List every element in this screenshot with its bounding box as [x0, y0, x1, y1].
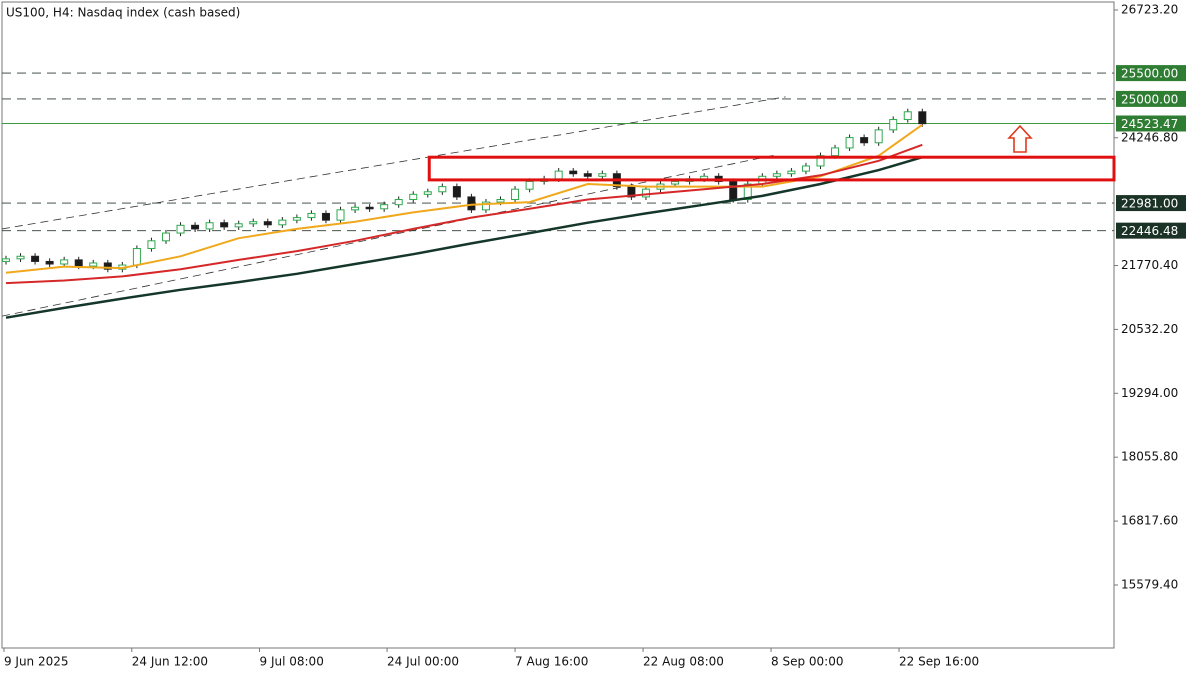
candle-body [205, 222, 214, 230]
candle-body [45, 260, 54, 265]
candle-body [641, 188, 650, 198]
candle-body [394, 199, 403, 206]
trendline [1, 154, 777, 317]
candle-body [860, 137, 869, 144]
candle-body [816, 155, 825, 167]
candle-body [161, 232, 170, 242]
candle-body [307, 212, 316, 219]
y-tick-label: 16817.60 [1121, 514, 1178, 528]
candle-body [583, 173, 592, 177]
candle-body [423, 191, 432, 195]
candle-body [831, 147, 840, 157]
price-level-label: 24523.47 [1121, 117, 1178, 131]
chart-title: US100, H4: Nasdaq index (cash based) [6, 6, 240, 20]
moving-average [5, 156, 923, 319]
candle-body [496, 199, 505, 203]
x-tick-label: 22 Aug 08:00 [643, 655, 724, 669]
price-level-label: 22981.00 [1121, 197, 1178, 211]
candle-body [903, 111, 912, 121]
candle-body [263, 221, 272, 226]
y-tick-label: 20532.20 [1121, 322, 1178, 336]
plot-frame [1, 1, 1115, 649]
up-arrow [1007, 124, 1033, 153]
y-tick-label: 19294.00 [1121, 386, 1178, 400]
candle-body [60, 259, 69, 265]
candle-body [16, 255, 25, 260]
candle-body [278, 219, 287, 226]
candle-body [918, 111, 927, 125]
x-tick-label: 24 Jul 00:00 [387, 655, 459, 669]
price-level-label: 22446.48 [1121, 224, 1178, 238]
x-tick-label: 9 Jul 08:00 [260, 655, 324, 669]
candle-body [336, 209, 345, 221]
price-level-label-box [1116, 65, 1186, 82]
candle-body [729, 180, 738, 201]
price-level-label-box [1116, 115, 1186, 132]
x-tick-label: 24 Jun 12:00 [132, 655, 208, 669]
candle-body [481, 201, 490, 211]
candle-body [845, 137, 854, 149]
candle-body [103, 262, 112, 270]
x-tick-label: 22 Sep 16:00 [899, 655, 979, 669]
candle-body [671, 180, 680, 185]
y-tick-label: 15579.40 [1121, 577, 1178, 591]
candle-body [191, 224, 200, 230]
candle-body [889, 119, 898, 131]
x-tick-label: 9 Jun 2025 [4, 655, 69, 669]
candle-body [132, 248, 141, 266]
candle-body [351, 206, 360, 211]
candle-body [220, 222, 229, 228]
x-tick-label: 8 Sep 00:00 [771, 655, 843, 669]
candle-body [743, 183, 752, 201]
price-level-label-box [1116, 90, 1186, 107]
candle-body [292, 217, 301, 221]
candle-body [874, 129, 883, 144]
candle-body [787, 170, 796, 175]
y-tick-label: 24246.80 [1121, 130, 1178, 144]
x-tick-label: 7 Aug 16:00 [515, 655, 588, 669]
candle-body [554, 170, 563, 180]
candle-body [365, 206, 374, 210]
candle-body [511, 188, 520, 201]
candle-body [31, 255, 40, 262]
moving-average [5, 123, 923, 274]
candle-body [525, 180, 534, 190]
candle-body [598, 173, 607, 177]
candle-body [321, 212, 330, 221]
candle-body [380, 204, 389, 210]
support-zone [427, 155, 1116, 182]
candle-body [234, 223, 243, 228]
candle-body [467, 196, 476, 211]
candle-body [74, 259, 83, 267]
candle-body [772, 173, 781, 177]
candle-body [147, 240, 156, 250]
price-level-label-box [1116, 195, 1186, 212]
candle-body [569, 170, 578, 175]
trendline [1, 96, 786, 230]
candle-body [801, 165, 810, 172]
candle-body [409, 193, 418, 201]
y-tick-label: 21770.40 [1121, 258, 1178, 272]
candle-body [176, 224, 185, 234]
price-level-label: 25500.00 [1121, 67, 1178, 81]
candle-body [452, 186, 461, 198]
candle-body [249, 221, 258, 225]
y-tick-label: 26723.20 [1121, 2, 1178, 16]
candle-body [1, 258, 10, 262]
candle-body [89, 262, 98, 267]
candle-body [438, 186, 447, 193]
price-level-label-box [1116, 222, 1186, 239]
price-level-label: 25000.00 [1121, 92, 1178, 106]
y-tick-label: 18055.80 [1121, 450, 1178, 464]
